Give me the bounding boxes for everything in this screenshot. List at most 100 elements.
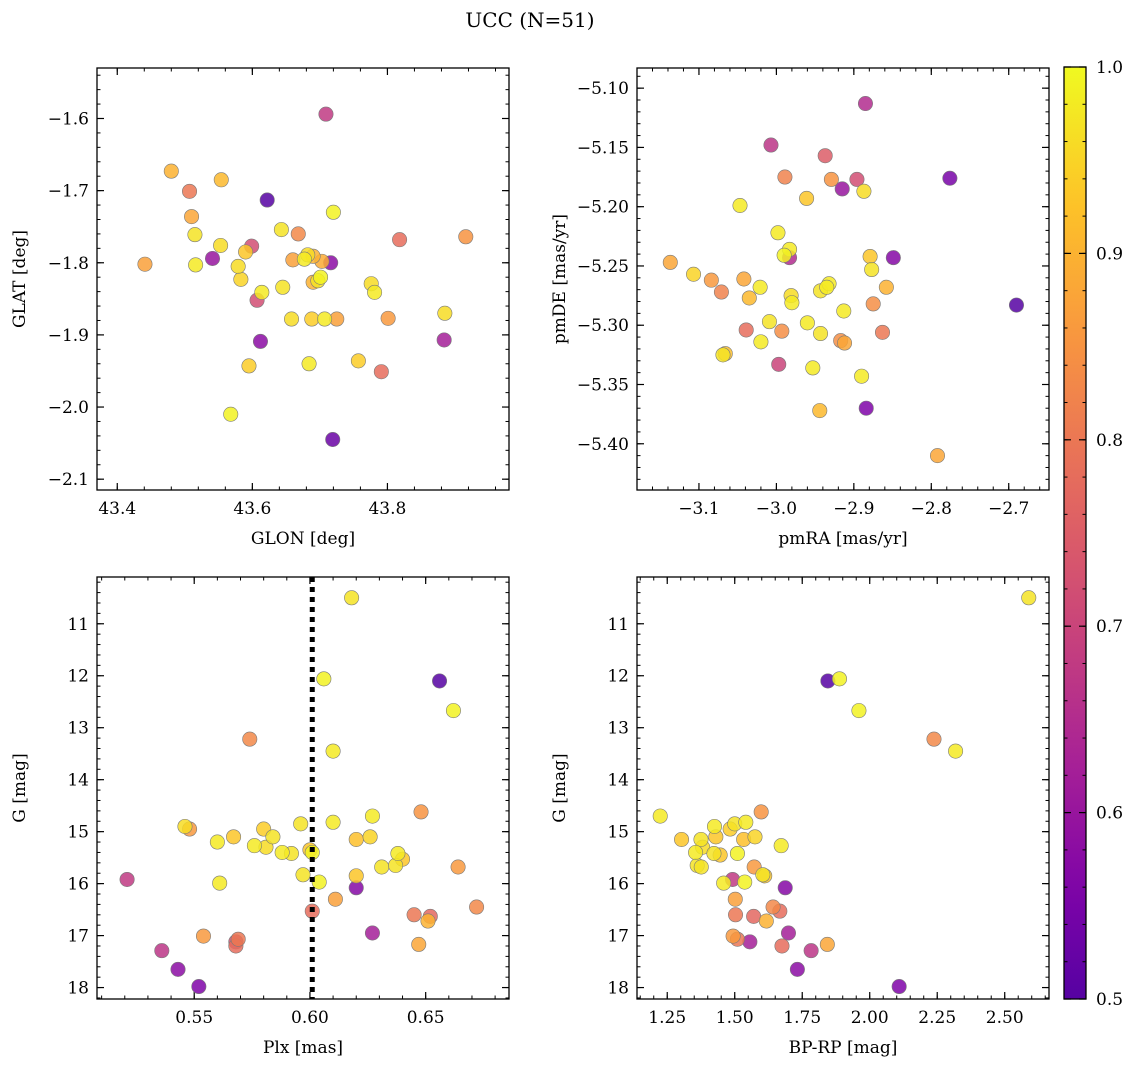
x-tick-label: 0.55 [175, 1008, 213, 1028]
data-point [729, 845, 745, 861]
data-point [713, 284, 729, 300]
data-point [799, 190, 815, 206]
data-point [436, 332, 452, 348]
data-point [891, 979, 907, 995]
data-point [293, 816, 309, 832]
data-point [784, 295, 800, 311]
data-point [304, 311, 320, 327]
data-point [942, 170, 958, 186]
data-point [187, 227, 203, 243]
data-point [725, 928, 741, 944]
data-point [209, 834, 225, 850]
data-point [926, 731, 942, 747]
data-point [771, 356, 787, 372]
data-point [373, 364, 389, 380]
y-tick-label: −5.15 [577, 138, 629, 158]
data-point [854, 368, 870, 384]
data-point [849, 171, 865, 187]
data-point [230, 931, 246, 947]
data-point [318, 106, 334, 122]
data-point [284, 311, 300, 327]
x-tick-label: −2.9 [833, 499, 874, 519]
data-point [252, 333, 268, 349]
data-point [758, 913, 774, 929]
data-point [1021, 590, 1037, 606]
data-point [311, 874, 327, 890]
y-tick-label: −2.1 [48, 470, 89, 490]
data-point [177, 818, 193, 834]
data-point [858, 400, 874, 416]
x-tick-label: 1.75 [783, 1008, 821, 1028]
data-point [799, 315, 815, 331]
y-tick-label: −5.40 [577, 435, 629, 455]
data-point [458, 229, 474, 245]
y-tick-label: 16 [67, 875, 89, 895]
colorbar-tick-label: 0.5 [1096, 990, 1123, 1010]
y-tick-label: −5.30 [577, 316, 629, 336]
data-point [233, 271, 249, 287]
data-point [317, 311, 333, 327]
data-point [348, 831, 364, 847]
y-tick-label: 12 [607, 667, 629, 687]
y-tick-label: 18 [67, 979, 89, 999]
x-tick-label: 43.4 [98, 499, 136, 519]
data-point [774, 938, 790, 954]
data-point [752, 279, 768, 295]
data-point [191, 979, 207, 995]
data-point [137, 256, 153, 272]
data-point [188, 257, 204, 273]
data-point [755, 867, 771, 883]
data-point [761, 314, 777, 330]
data-point [223, 406, 239, 422]
data-point [411, 936, 427, 952]
data-point [296, 251, 312, 267]
data-point [432, 673, 448, 689]
data-point [856, 183, 872, 199]
y-tick-label: 15 [67, 823, 89, 843]
panel-2: −3.1 −3.0 −2.9 −2.8 −2.7 −5.10 −5.15 −5.20 −5.25… [550, 67, 1050, 549]
data-point [273, 222, 289, 238]
y-tick-label: −5.25 [577, 257, 629, 277]
data-point [789, 961, 805, 977]
data-point [715, 347, 731, 363]
data-point [242, 731, 258, 747]
data-point [688, 844, 704, 860]
data-point [154, 943, 170, 959]
y-tick-label: −1.6 [48, 109, 89, 129]
data-point [948, 743, 964, 759]
panel-4: 1.25 1.50 1.75 2.00 2.25 2.50 11 12 13 14 15 16 17 18… [550, 576, 1050, 1058]
data-point [406, 907, 422, 923]
data-point [348, 868, 364, 884]
x-tick-label: 0.65 [407, 1008, 445, 1028]
plot-frame [636, 576, 1050, 1000]
colorbar: 0.5 0.6 0.7 0.8 0.9 1.0 [1063, 58, 1123, 1010]
data-point [738, 814, 754, 830]
y-axis-label: G [mag] [550, 753, 570, 822]
data-point [350, 353, 366, 369]
data-point [184, 209, 200, 225]
data-point [773, 838, 789, 854]
y-axis-label: G [mag] [10, 753, 30, 822]
y-tick-label: 14 [67, 771, 89, 791]
data-point [834, 181, 850, 197]
x-tick-label: 0.60 [291, 1008, 329, 1028]
data-point [652, 808, 668, 824]
data-point [862, 248, 878, 264]
data-point [241, 358, 257, 374]
data-point [325, 432, 341, 448]
data-point [803, 943, 819, 959]
data-point [290, 226, 306, 242]
y-tick-label: 13 [67, 719, 89, 739]
x-axis-label: GLON [deg] [251, 529, 355, 549]
data-point [703, 272, 719, 288]
x-tick-label: 2.00 [851, 1008, 889, 1028]
y-tick-label: −5.35 [577, 376, 629, 396]
data-point [325, 814, 341, 830]
data-point [362, 829, 378, 845]
x-axis-label: BP-RP [mag] [789, 1038, 898, 1058]
y-tick-label: 18 [607, 979, 629, 999]
y-tick-label: 12 [67, 667, 89, 687]
data-point [212, 875, 228, 891]
data-point [765, 899, 781, 915]
data-point [195, 928, 211, 944]
